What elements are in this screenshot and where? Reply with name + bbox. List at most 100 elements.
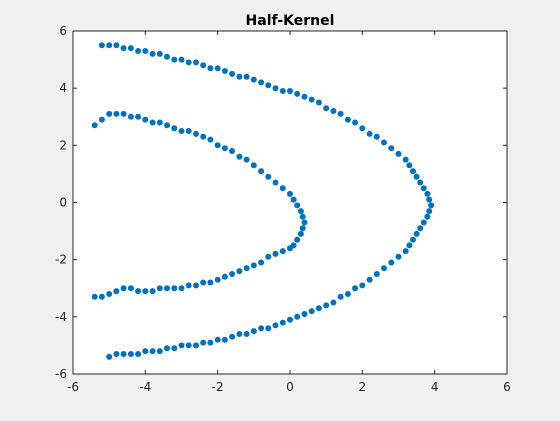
data-point-s0-64 xyxy=(91,293,98,300)
data-point-s0-61 xyxy=(113,288,120,295)
data-point-s0-9 xyxy=(156,119,163,126)
data-point-s0-37 xyxy=(287,245,293,252)
data-point-s1-66 xyxy=(344,291,351,297)
data-point-s0-53 xyxy=(171,285,178,292)
data-point-s0-8 xyxy=(149,119,156,126)
data-point-s1-55 xyxy=(413,230,420,237)
data-point-s0-26 xyxy=(279,185,286,192)
data-point-s0-52 xyxy=(178,285,185,292)
data-point-s0-29 xyxy=(294,202,301,209)
y-tick-label-4: 2 xyxy=(59,138,67,152)
data-point-s1-35 xyxy=(352,119,359,126)
data-point-s0-6 xyxy=(135,113,142,120)
data-point-s0-13 xyxy=(185,128,192,134)
y-tick-label-1: -4 xyxy=(55,310,67,324)
data-point-s0-62 xyxy=(106,291,113,297)
data-point-s0-19 xyxy=(229,148,236,154)
chart-title: Half-Kernel xyxy=(246,13,335,29)
data-point-s1-65 xyxy=(352,285,359,292)
data-point-s0-17 xyxy=(214,142,221,149)
data-point-s1-17 xyxy=(221,68,228,74)
data-point-s1-24 xyxy=(272,85,279,92)
data-point-s1-77 xyxy=(265,325,272,332)
data-point-s1-73 xyxy=(294,313,301,320)
y-tick-label-3: 0 xyxy=(59,196,67,210)
x-tick-label-4: 2 xyxy=(359,380,367,394)
data-point-s1-1 xyxy=(106,42,113,49)
data-point-s0-60 xyxy=(120,285,127,292)
data-point-s0-58 xyxy=(135,288,142,295)
data-point-s1-3 xyxy=(120,45,127,52)
x-tick-label-0: -6 xyxy=(67,380,79,394)
data-point-s1-0 xyxy=(98,42,105,49)
x-tick-label-3: 0 xyxy=(286,380,294,394)
data-point-s1-88 xyxy=(185,342,192,349)
data-point-s1-21 xyxy=(250,76,257,83)
data-point-s1-50 xyxy=(428,202,435,209)
data-point-s1-46 xyxy=(417,179,424,186)
data-point-s1-30 xyxy=(315,99,322,106)
data-point-s0-14 xyxy=(193,130,199,137)
data-point-s1-32 xyxy=(330,108,337,114)
data-point-s1-78 xyxy=(258,325,265,332)
data-point-s1-41 xyxy=(395,150,402,157)
data-point-s1-89 xyxy=(178,342,185,349)
data-point-s0-7 xyxy=(142,116,149,123)
data-point-s0-24 xyxy=(265,173,272,180)
data-point-s1-58 xyxy=(402,248,409,255)
data-point-s0-11 xyxy=(171,125,178,132)
data-point-s0-56 xyxy=(149,288,156,295)
data-point-s1-61 xyxy=(381,265,387,272)
data-point-s0-57 xyxy=(142,288,149,295)
data-point-s1-71 xyxy=(308,308,315,315)
data-point-s0-59 xyxy=(127,285,134,292)
data-point-s1-85 xyxy=(207,339,214,346)
data-point-s0-46 xyxy=(221,273,228,280)
data-point-s1-81 xyxy=(236,331,243,337)
data-point-s0-47 xyxy=(214,276,221,283)
data-point-s1-99 xyxy=(106,353,113,360)
data-point-s1-4 xyxy=(127,45,134,52)
data-point-s1-25 xyxy=(279,88,286,94)
data-point-s0-48 xyxy=(207,279,214,286)
data-point-s0-41 xyxy=(258,259,265,266)
data-point-s0-5 xyxy=(127,113,134,120)
data-point-s1-97 xyxy=(120,351,127,357)
data-point-s0-16 xyxy=(207,136,214,143)
data-point-s0-32 xyxy=(301,219,308,226)
data-point-s0-42 xyxy=(250,262,257,269)
data-point-s0-30 xyxy=(297,208,304,215)
data-point-s0-31 xyxy=(299,213,306,220)
data-point-s1-67 xyxy=(337,293,344,300)
data-point-s1-34 xyxy=(344,116,351,123)
data-point-s0-4 xyxy=(120,110,127,117)
data-point-s1-80 xyxy=(243,331,250,337)
data-point-s1-94 xyxy=(142,348,149,355)
data-point-s1-96 xyxy=(127,351,134,357)
data-point-s1-18 xyxy=(229,70,236,77)
data-point-s0-55 xyxy=(156,285,163,292)
data-point-s0-2 xyxy=(106,110,113,117)
data-point-s1-75 xyxy=(279,319,286,326)
data-point-s0-12 xyxy=(178,128,185,134)
data-point-s1-52 xyxy=(424,213,431,220)
data-point-s0-20 xyxy=(236,153,243,160)
data-point-s0-54 xyxy=(164,285,170,292)
data-point-s0-3 xyxy=(113,110,120,117)
data-point-s1-54 xyxy=(417,225,424,232)
data-point-s1-95 xyxy=(135,351,142,357)
data-point-s1-53 xyxy=(420,219,427,226)
data-point-s1-45 xyxy=(413,173,420,180)
data-point-s1-86 xyxy=(200,339,207,346)
data-point-s1-84 xyxy=(214,336,221,343)
data-points xyxy=(91,42,435,360)
data-point-s1-31 xyxy=(323,105,330,112)
data-point-s1-70 xyxy=(315,305,322,312)
data-point-s1-20 xyxy=(243,73,250,80)
data-point-s1-33 xyxy=(337,110,344,117)
data-point-s0-49 xyxy=(200,279,207,286)
y-tick-label-0: -6 xyxy=(55,367,67,381)
data-point-s1-57 xyxy=(406,242,413,249)
data-point-s0-51 xyxy=(185,282,192,289)
data-point-s1-29 xyxy=(308,96,315,103)
